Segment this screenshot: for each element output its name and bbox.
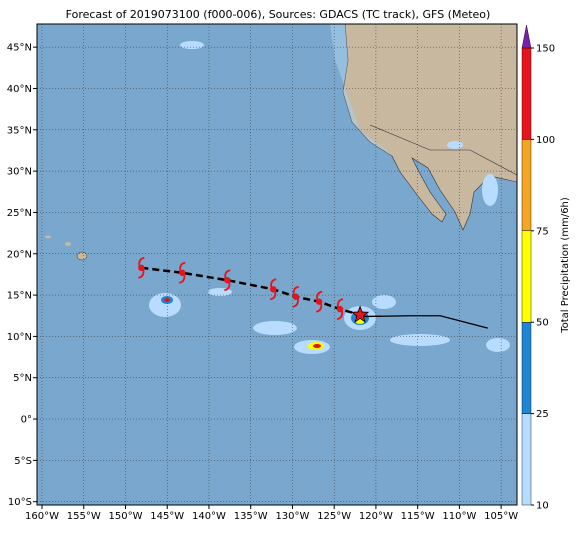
colorbar-segment [521, 413, 532, 506]
storm-core [224, 277, 231, 284]
y-tick-label: 10°N [7, 332, 32, 343]
colorbar-tick-label: 50 [536, 318, 549, 329]
past-track [141, 266, 361, 317]
storm-arm [179, 274, 186, 284]
colorbar-segment [521, 230, 532, 323]
x-tick-label: 135°W [234, 511, 268, 522]
storm-arm [224, 282, 231, 292]
x-tick-label: 105°W [484, 511, 518, 522]
forecast-path [360, 315, 488, 329]
colorbar-tick-label: 10 [536, 501, 549, 512]
land [342, 24, 517, 231]
colorbar-segment [521, 322, 532, 414]
precip-area [482, 174, 498, 206]
x-tick-label: 140°W [192, 511, 226, 522]
precip-area [372, 295, 396, 309]
precip-area [486, 338, 510, 352]
island [76, 251, 88, 261]
colorbar-tick-label: 75 [536, 226, 549, 237]
precip-area [447, 141, 463, 149]
y-tick-label: 35°N [7, 125, 32, 136]
x-tick-label: 120°W [359, 511, 393, 522]
y-tick-label: 10°S [8, 497, 32, 508]
storm-arm [292, 285, 299, 295]
y-tick-label: 5°S [14, 456, 32, 467]
map-frame [36, 23, 518, 506]
colorbar-tick-label: 100 [536, 135, 555, 146]
storm-arm [179, 261, 186, 271]
y-tick-label: 15°N [7, 291, 32, 302]
x-tick-label: 125°W [317, 511, 351, 522]
island [65, 242, 71, 246]
x-tick-label: 130°W [275, 511, 309, 522]
storm-icon [138, 256, 145, 279]
storm-center [350, 305, 370, 323]
x-tick-label: 145°W [150, 511, 184, 522]
storm-core [315, 298, 323, 305]
x-tick-label: 115°W [401, 511, 435, 522]
storm-icon [179, 261, 186, 284]
colorbar-segment [521, 47, 532, 140]
y-tick-label: 45°N [7, 43, 32, 54]
storm-core [179, 269, 186, 276]
storm-arm [224, 269, 231, 279]
y-tick-label: 40°N [7, 84, 32, 95]
storm-arm [270, 278, 277, 288]
x-tick-label: 150°W [108, 511, 142, 522]
storm-arm [138, 256, 145, 266]
y-tick-label: 5°N [13, 373, 32, 384]
map-background [37, 24, 517, 505]
storm-icon [270, 278, 277, 301]
precip-area [149, 293, 181, 317]
storm-arm [292, 298, 299, 308]
precip-area [253, 321, 297, 335]
y-tick-label: 0° [21, 415, 32, 426]
x-tick-label: 110°W [442, 511, 476, 522]
storm-core [336, 305, 344, 313]
storm-track [138, 256, 488, 329]
storm-core [270, 286, 277, 293]
colorbar-tick-label: 25 [536, 409, 549, 420]
storm-arm [138, 269, 145, 279]
x-tick-label: 155°W [67, 511, 101, 522]
colorbar-tick-label: 150 [536, 44, 555, 55]
storm-arm [315, 303, 323, 313]
colorbar-label: Total Precipitation (mm/6h) [560, 197, 571, 334]
storm-icon [315, 290, 323, 313]
y-tick-label: 30°N [7, 167, 32, 178]
precip-area [313, 344, 321, 348]
y-tick-label: 20°N [7, 249, 32, 260]
storm-arm [336, 311, 344, 321]
y-tick-label: 25°N [7, 208, 32, 219]
storm-icon [224, 269, 231, 292]
island [45, 235, 51, 239]
border [369, 124, 517, 176]
storm-arm [270, 291, 277, 301]
storm-arm [336, 298, 344, 308]
graticule [37, 24, 517, 505]
x-tick-label: 160°W [25, 511, 59, 522]
coastal-water [330, 24, 392, 156]
title: Forecast of 2019073100 (f000-006), Sourc… [66, 8, 491, 21]
storm-icon [292, 285, 299, 308]
storm-arm [316, 290, 323, 300]
storm-icon [336, 298, 344, 321]
colorbar-segment [521, 139, 532, 231]
storm-core [292, 293, 299, 300]
precip-area [390, 334, 450, 346]
precip-area [180, 41, 204, 49]
storm-core [138, 264, 145, 272]
colorbar-extend [521, 24, 532, 49]
